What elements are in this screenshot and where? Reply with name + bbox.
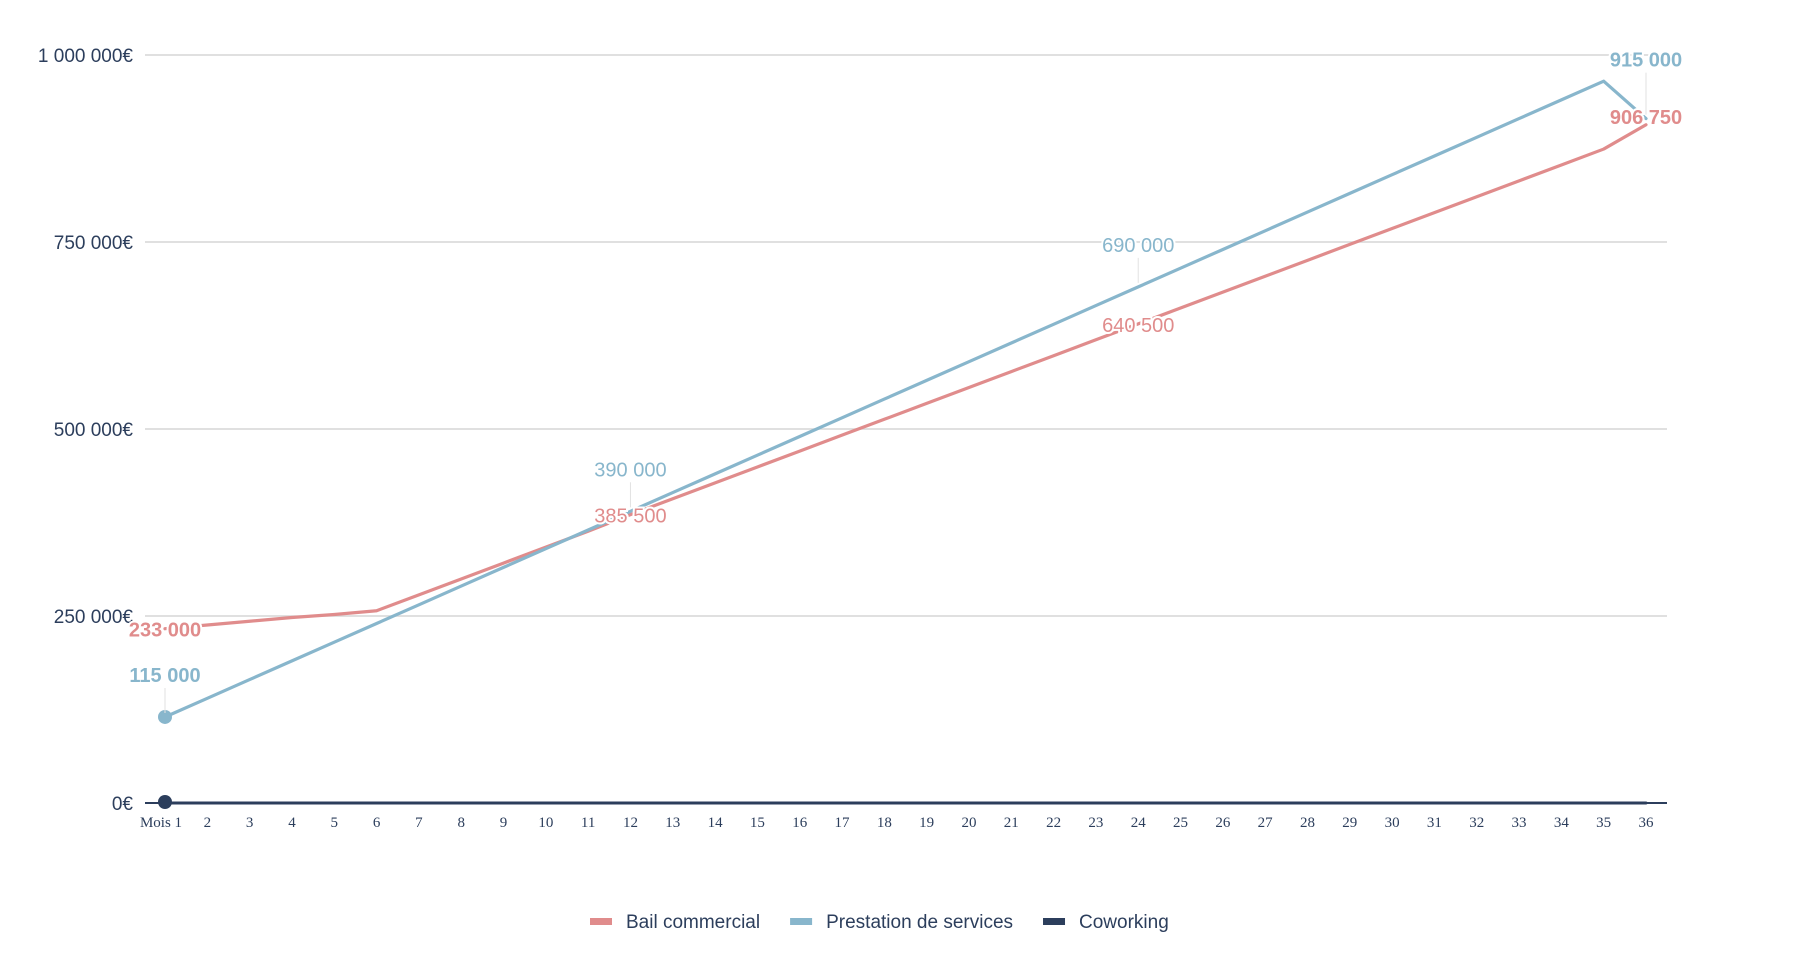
legend-swatch [1043, 918, 1066, 925]
x-tick-label: 18 [877, 815, 892, 831]
series-line-1 [163, 79, 1648, 719]
x-tick-label: 11 [581, 815, 595, 831]
data-label: 390 000 [594, 459, 666, 481]
data-label: 690 000 [1102, 235, 1174, 257]
data-label: 640 500 [1102, 315, 1174, 337]
x-tick-label: Mois 1 [140, 815, 182, 831]
x-tick-label: 27 [1258, 815, 1274, 831]
series-point [158, 709, 172, 724]
x-tick-label: 8 [457, 815, 465, 831]
data-label: 233 000 [129, 620, 201, 642]
series-line-0 [163, 123, 1648, 631]
y-tick-label: 750 000€ [54, 233, 134, 254]
x-tick-label: 4 [288, 815, 296, 831]
x-tick-label: 24 [1131, 815, 1147, 831]
x-tick-label: 16 [792, 815, 808, 831]
series-lines [145, 79, 1667, 809]
x-tick-label: 36 [1639, 815, 1655, 831]
x-tick-label: 28 [1300, 815, 1315, 831]
x-tick-label: 34 [1554, 815, 1570, 831]
y-tick-label: 0€ [112, 794, 134, 815]
legend-swatch [590, 918, 612, 925]
x-tick-label: 35 [1596, 815, 1611, 831]
x-tick-label: 17 [835, 815, 851, 831]
x-tick-label: 25 [1173, 815, 1188, 831]
data-label: 115 000 [129, 665, 200, 687]
x-tick-label: 2 [204, 815, 212, 831]
x-tick-label: 26 [1215, 815, 1231, 831]
x-tick-label: 30 [1385, 815, 1400, 831]
x-tick-label: 19 [919, 815, 934, 831]
x-tick-label: 3 [246, 815, 254, 831]
x-tick-label: 31 [1427, 815, 1442, 831]
x-tick-label: 23 [1088, 815, 1103, 831]
y-tick-label: 1 000 000€ [38, 46, 134, 67]
x-tick-label: 32 [1469, 815, 1484, 831]
x-tick-label: 15 [750, 815, 765, 831]
x-tick-label: 6 [373, 815, 381, 831]
x-tick-label: 9 [500, 815, 508, 831]
y-tick-label: 250 000€ [54, 607, 134, 628]
y-tick-label: 500 000€ [54, 420, 134, 441]
x-tick-label: 20 [961, 815, 976, 831]
data-label: 385 500 [594, 506, 666, 528]
legend-label: Prestation de services [826, 912, 1013, 933]
x-tick-label: 21 [1004, 815, 1019, 831]
series-point [158, 795, 172, 809]
legend-label: Coworking [1079, 912, 1169, 933]
x-axis: Mois 1 2 3 4 5 6 7 8 9 10 11 12 13 14 15 16 17 18 19 20 21 22… [140, 815, 1654, 831]
x-tick-label: 5 [331, 815, 339, 831]
x-tick-label: 7 [415, 815, 423, 831]
x-tick-label: 10 [538, 815, 553, 831]
legend-label: Bail commercial [626, 912, 760, 933]
x-tick-label: 13 [665, 815, 680, 831]
x-tick-label: 33 [1512, 815, 1527, 831]
legend: Bail commercial Prestation de services Cow… [590, 912, 1169, 933]
x-tick-label: 29 [1342, 815, 1357, 831]
x-tick-label: 14 [708, 815, 724, 831]
data-label: 915 000 [1610, 50, 1682, 72]
y-axis: 0€ 250 000€ 500 000€ 750 000€ 1 000 000€ [38, 46, 134, 815]
x-tick-label: 22 [1046, 815, 1061, 831]
legend-swatch [790, 918, 813, 925]
x-tick-label: 12 [623, 815, 638, 831]
gridlines [145, 54, 1667, 617]
